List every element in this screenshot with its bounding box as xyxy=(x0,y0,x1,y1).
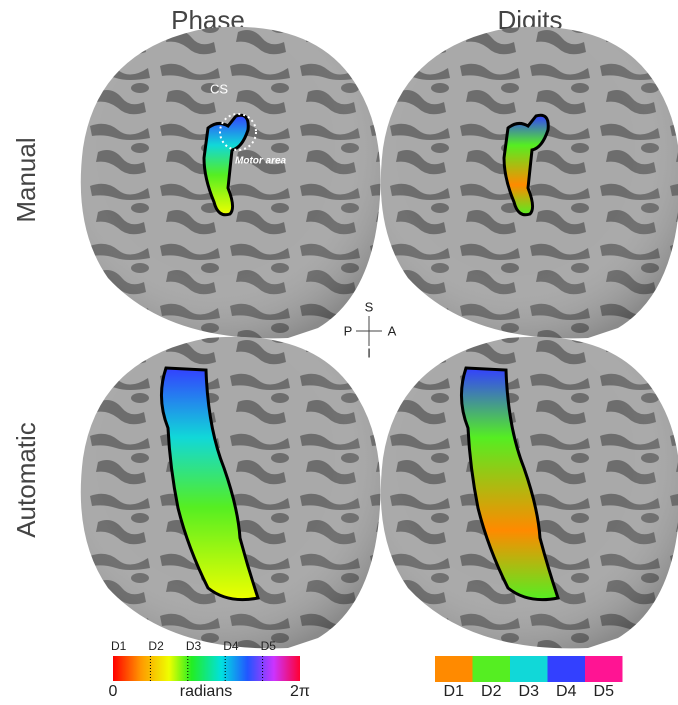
orientation-label: S xyxy=(365,299,374,314)
row-title: Manual xyxy=(11,137,41,222)
brain-phase-manual xyxy=(80,26,381,339)
colorbar-tick-label: D3 xyxy=(186,639,202,653)
colorbar-tick-label: D4 xyxy=(223,639,239,653)
colorbar-ticks: D1 D2 D3 D4 D5 xyxy=(111,639,276,681)
legend-label: D1 xyxy=(444,683,465,700)
brain-digits-manual xyxy=(380,26,678,339)
legend-swatch xyxy=(435,656,473,682)
orientation-cross: S P A I xyxy=(344,299,397,360)
legend-label: D3 xyxy=(519,683,540,700)
legend-label: D2 xyxy=(481,683,502,700)
orientation-label: A xyxy=(388,323,397,338)
phase-colorbar xyxy=(113,656,300,681)
legend-label: D4 xyxy=(556,683,577,700)
legend-swatch xyxy=(472,656,510,682)
colorbar-tick-label: D1 xyxy=(111,639,127,653)
legend-swatch xyxy=(510,656,548,682)
legend-swatch xyxy=(585,656,623,682)
legend-label: D5 xyxy=(594,683,615,700)
region-label: Motor area xyxy=(235,156,287,167)
row-title: Automatic xyxy=(11,422,41,538)
brain-phase-automatic xyxy=(80,336,381,649)
colorbar-tick-label: D5 xyxy=(261,639,277,653)
sulcus-label: CS xyxy=(210,81,228,96)
colorbar-max: 2π xyxy=(290,683,310,700)
orientation-label: P xyxy=(344,323,353,338)
brain-digits-automatic xyxy=(380,336,678,649)
colorbar-unit: radians xyxy=(180,683,232,700)
colorbar-tick-label: D2 xyxy=(148,639,164,653)
digit-legend: D1 D2 D3 D4 D5 xyxy=(435,656,623,700)
orientation-label: I xyxy=(367,345,371,360)
legend-swatch xyxy=(547,656,585,682)
colorbar-min: 0 xyxy=(109,683,118,700)
